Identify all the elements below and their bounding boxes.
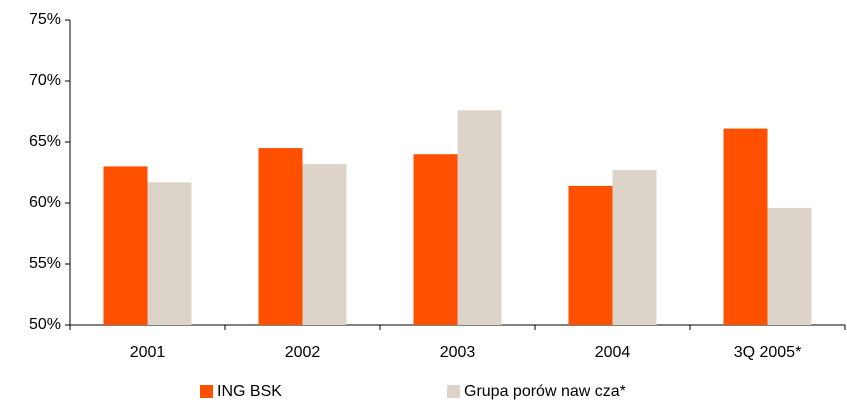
x-tick-label: 2003 — [440, 344, 476, 361]
legend-swatch — [200, 385, 213, 398]
legend-label: Grupa porów naw cza* — [464, 383, 626, 400]
bar — [258, 148, 303, 325]
bar — [723, 128, 768, 325]
bar — [147, 182, 192, 325]
bar — [302, 163, 347, 325]
x-tick-label: 2001 — [130, 344, 166, 361]
bar — [568, 185, 613, 325]
y-tick-label: 55% — [29, 255, 61, 272]
y-tick-label: 60% — [29, 194, 61, 211]
y-tick-label: 50% — [29, 316, 61, 333]
y-tick-label: 70% — [29, 72, 61, 89]
x-tick-label: 3Q 2005* — [734, 344, 802, 361]
bar — [612, 170, 657, 325]
y-tick-label: 75% — [29, 11, 61, 28]
bar — [413, 154, 458, 325]
y-tick-label: 65% — [29, 133, 61, 150]
legend-swatch — [447, 385, 460, 398]
x-tick-label: 2004 — [595, 344, 631, 361]
bar — [767, 207, 812, 325]
x-tick-label: 2002 — [285, 344, 321, 361]
legend-label: ING BSK — [217, 383, 282, 400]
bar — [457, 110, 502, 325]
bar — [103, 166, 148, 325]
